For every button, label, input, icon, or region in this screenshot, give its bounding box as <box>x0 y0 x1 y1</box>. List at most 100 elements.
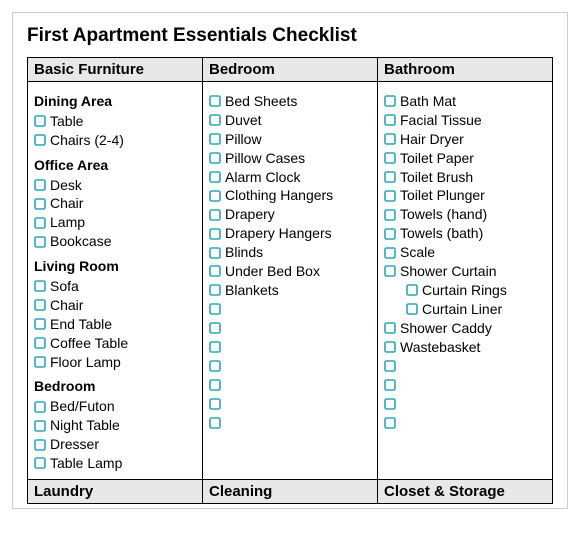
checkbox-icon[interactable] <box>209 398 221 410</box>
checkbox-icon[interactable] <box>384 417 396 429</box>
footer-row: Laundry Cleaning Closet & Storage <box>28 479 553 503</box>
checkbox-icon[interactable] <box>406 303 418 315</box>
checkbox-icon[interactable] <box>34 179 46 191</box>
checkbox-icon[interactable] <box>209 322 221 334</box>
item-label: Bath Mat <box>400 92 546 111</box>
list-item <box>209 338 371 357</box>
item-label: Shower Curtain <box>400 262 546 281</box>
col-body: Bed SheetsDuvetPillowPillow CasesAlarm C… <box>203 82 378 480</box>
checkbox-icon[interactable] <box>209 265 221 277</box>
list-item: Toilet Brush <box>384 168 546 187</box>
list-item <box>209 375 371 394</box>
list-item: Curtain Liner <box>384 300 546 319</box>
checkbox-icon[interactable] <box>384 190 396 202</box>
checkbox-icon[interactable] <box>209 417 221 429</box>
item-label: Toilet Paper <box>400 149 546 168</box>
item-label <box>400 413 546 432</box>
checkbox-icon[interactable] <box>384 209 396 221</box>
list-item: Chair <box>34 194 196 213</box>
checkbox-icon[interactable] <box>384 228 396 240</box>
item-label: Chairs (2-4) <box>50 131 196 150</box>
item-label: Bed Sheets <box>225 92 371 111</box>
item-label <box>225 319 371 338</box>
checkbox-icon[interactable] <box>209 95 221 107</box>
checkbox-icon[interactable] <box>384 133 396 145</box>
list-item: Dresser <box>34 435 196 454</box>
list-item: Alarm Clock <box>209 168 371 187</box>
item-label: Toilet Plunger <box>400 186 546 205</box>
item-label: Table <box>50 112 196 131</box>
checkbox-icon[interactable] <box>34 236 46 248</box>
item-label: Lamp <box>50 213 196 232</box>
item-label: Bed/Futon <box>50 397 196 416</box>
list-item: Lamp <box>34 213 196 232</box>
item-label: Wastebasket <box>400 338 546 357</box>
checkbox-icon[interactable] <box>384 114 396 126</box>
item-label <box>225 356 371 375</box>
checkbox-icon[interactable] <box>34 337 46 349</box>
checkbox-icon[interactable] <box>209 284 221 296</box>
list-item: Blankets <box>209 281 371 300</box>
checkbox-icon[interactable] <box>384 379 396 391</box>
checkbox-icon[interactable] <box>34 318 46 330</box>
item-label: Hair Dryer <box>400 130 546 149</box>
checkbox-icon[interactable] <box>209 152 221 164</box>
item-label: Table Lamp <box>50 454 196 473</box>
item-label <box>225 300 371 319</box>
item-label <box>225 338 371 357</box>
checkbox-icon[interactable] <box>384 171 396 183</box>
list-item: Sofa <box>34 277 196 296</box>
col-footer: Closet & Storage <box>378 479 553 503</box>
checkbox-icon[interactable] <box>384 95 396 107</box>
checkbox-icon[interactable] <box>406 284 418 296</box>
checkbox-icon[interactable] <box>209 341 221 353</box>
item-label: Clothing Hangers <box>225 186 371 205</box>
checkbox-icon[interactable] <box>384 265 396 277</box>
list-item: Floor Lamp <box>34 353 196 372</box>
checkbox-icon[interactable] <box>34 115 46 127</box>
checkbox-icon[interactable] <box>209 171 221 183</box>
list-item <box>384 413 546 432</box>
item-label: Chair <box>50 194 196 213</box>
list-item: Clothing Hangers <box>209 186 371 205</box>
checkbox-icon[interactable] <box>209 133 221 145</box>
item-label: Desk <box>50 176 196 195</box>
checkbox-icon[interactable] <box>34 401 46 413</box>
list-item: Facial Tissue <box>384 111 546 130</box>
item-label: Shower Caddy <box>400 319 546 338</box>
checkbox-icon[interactable] <box>34 217 46 229</box>
checkbox-icon[interactable] <box>384 360 396 372</box>
checkbox-icon[interactable] <box>209 360 221 372</box>
list-item <box>384 356 546 375</box>
checkbox-icon[interactable] <box>209 247 221 259</box>
checkbox-icon[interactable] <box>34 280 46 292</box>
checkbox-icon[interactable] <box>209 209 221 221</box>
checkbox-icon[interactable] <box>34 439 46 451</box>
checkbox-icon[interactable] <box>34 457 46 469</box>
list-item: End Table <box>34 315 196 334</box>
checkbox-icon[interactable] <box>34 420 46 432</box>
checkbox-icon[interactable] <box>34 299 46 311</box>
checkbox-icon[interactable] <box>34 134 46 146</box>
checkbox-icon[interactable] <box>209 228 221 240</box>
list-item: Drapery <box>209 205 371 224</box>
item-label: Under Bed Box <box>225 262 371 281</box>
checkbox-icon[interactable] <box>384 398 396 410</box>
item-label: Sofa <box>50 277 196 296</box>
checkbox-icon[interactable] <box>209 114 221 126</box>
checkbox-icon[interactable] <box>384 322 396 334</box>
checkbox-icon[interactable] <box>384 247 396 259</box>
checkbox-icon[interactable] <box>384 152 396 164</box>
group-heading: Dining Area <box>34 92 196 111</box>
checkbox-icon[interactable] <box>209 190 221 202</box>
list-item <box>209 394 371 413</box>
checkbox-icon[interactable] <box>384 341 396 353</box>
checkbox-icon[interactable] <box>34 198 46 210</box>
list-item: Towels (bath) <box>384 224 546 243</box>
list-item: Toilet Paper <box>384 149 546 168</box>
group-heading: Office Area <box>34 156 196 175</box>
body-row: Dining AreaTableChairs (2-4)Office AreaD… <box>28 82 553 480</box>
checkbox-icon[interactable] <box>209 379 221 391</box>
checkbox-icon[interactable] <box>34 356 46 368</box>
checkbox-icon[interactable] <box>209 303 221 315</box>
